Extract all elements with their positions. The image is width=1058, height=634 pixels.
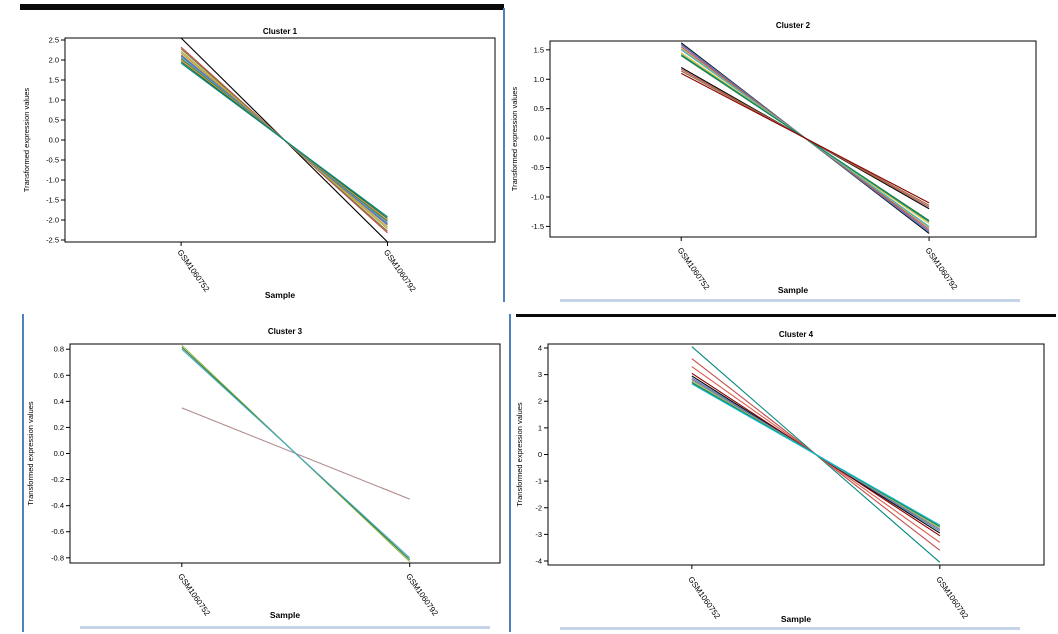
scrollbar-strip-cluster-4[interactable] [560,627,1020,630]
y-tick-label: -0.5 [46,156,59,165]
cluster-3-panel: Cluster 3 0.8 0.6 0.4 0.2 0.0 -0.2 -0.4 -0.6 -0.8… [20,314,510,632]
y-axis-label: Transformed expression values [26,401,35,506]
y-axis-label: Transformed expression values [510,87,519,192]
cluster-1-panel: Cluster 1 2.5 2.0 1.5 1.0 0.5 0.0 -0.5 -1.0 -1.5 -… [20,10,504,302]
y-tick-label: 1 [538,423,542,432]
chart-title: Cluster 3 [268,327,303,336]
series-line [181,348,411,559]
cluster-chart-svg: Cluster 3 0.8 0.6 0.4 0.2 0.0 -0.2 -0.4 -0.6 -0.8… [26,327,501,620]
plot-area [64,37,496,243]
x-tick-label: GSM1060792 [404,572,440,618]
chart-title: Cluster 1 [263,27,298,36]
y-tick-label: 1.5 [49,76,59,85]
x-axis-label: Sample [778,285,809,295]
panel-divider-vertical-top [503,8,505,302]
cluster-4-panel: Cluster 4 4 3 2 1 0 -1 -2 -3 -4 GSM1060752 GSM10607… [510,317,1056,632]
scrollbar-strip-cluster-2[interactable] [560,299,1020,302]
chart-title: Cluster 2 [776,21,811,30]
y-tick-label: -1.5 [531,222,544,231]
x-axis-label: Sample [265,290,296,300]
x-tick-label: GSM1060752 [676,246,712,292]
x-tick-label: GSM1060752 [686,575,722,621]
y-tick-label: -2.0 [46,216,59,225]
y-tick-label: 0.0 [49,136,59,145]
y-tick-label: 0.0 [54,449,64,458]
chart-title: Cluster 4 [779,330,814,339]
cluster-chart-svg: Cluster 1 2.5 2.0 1.5 1.0 0.5 0.0 -0.5 -1.0 -1.5 -… [22,27,496,300]
y-axis-label: Transformed expression values [22,88,31,193]
cluster-2-panel: Cluster 2 1.5 1.0 0.5 0.0 -0.5 -1.0 -1.5 GSM1060… [504,10,1056,302]
panel-divider-vertical-bottom [509,314,511,632]
y-tick-label: 0.5 [534,104,544,113]
y-tick-label: 3 [538,370,542,379]
x-tick-label: GSM1060752 [176,572,212,618]
y-tick-label: 0.8 [54,345,64,354]
y-tick-label: 0.5 [49,116,59,125]
cluster-chart-svg: Cluster 4 4 3 2 1 0 -1 -2 -3 -4 GSM1060752 GSM10607… [515,330,1045,624]
y-tick-label: 0.2 [54,423,64,432]
y-tick-label: 0 [538,450,542,459]
window-top-bar-right [516,314,1056,317]
y-tick-label: 2.5 [49,36,59,45]
y-tick-label: 2 [538,397,542,406]
window-top-bar [20,4,504,10]
series-line [691,383,941,526]
y-tick-label: 1.0 [49,96,59,105]
y-tick-label: -2 [535,503,542,512]
y-tick-label: -0.2 [51,475,64,484]
y-tick-label: -3 [535,530,542,539]
y-tick-label: -1 [535,477,542,486]
panel-divider-left-bottom [22,314,24,632]
cluster-chart-svg: Cluster 2 1.5 1.0 0.5 0.0 -0.5 -1.0 -1.5 GSM1060… [510,21,1037,295]
series-line [180,62,388,218]
y-tick-label: 1.5 [534,45,544,54]
plot-area [549,40,1037,238]
y-tick-label: 0.4 [54,397,64,406]
y-tick-label: -1.5 [46,196,59,205]
y-tick-label: -0.6 [51,527,64,536]
y-tick-label: 1.0 [534,75,544,84]
y-axis-label: Transformed expression values [515,402,524,507]
y-tick-label: 0.0 [534,134,544,143]
y-tick-label: -1.0 [531,192,544,201]
series-line [680,72,930,204]
y-tick-label: -0.8 [51,553,64,562]
x-axis-label: Sample [781,614,812,624]
y-tick-label: -0.5 [531,163,544,172]
x-tick-label: GSM1060792 [923,246,959,292]
y-tick-label: -1.0 [46,176,59,185]
plot-area [69,343,501,564]
y-tick-label: 2.0 [49,56,59,65]
y-tick-label: 4 [538,343,542,352]
x-tick-label: GSM1060752 [175,248,211,294]
y-tick-label: -4 [535,557,542,566]
y-tick-label: -2.5 [46,236,59,245]
y-tick-label: -0.4 [51,501,64,510]
x-axis-label: Sample [270,610,301,620]
x-tick-label: GSM1060792 [934,575,970,621]
y-tick-label: 0.6 [54,371,64,380]
scrollbar-strip-cluster-3[interactable] [80,626,490,629]
plot-area [547,343,1045,566]
x-tick-label: GSM1060792 [382,248,418,294]
